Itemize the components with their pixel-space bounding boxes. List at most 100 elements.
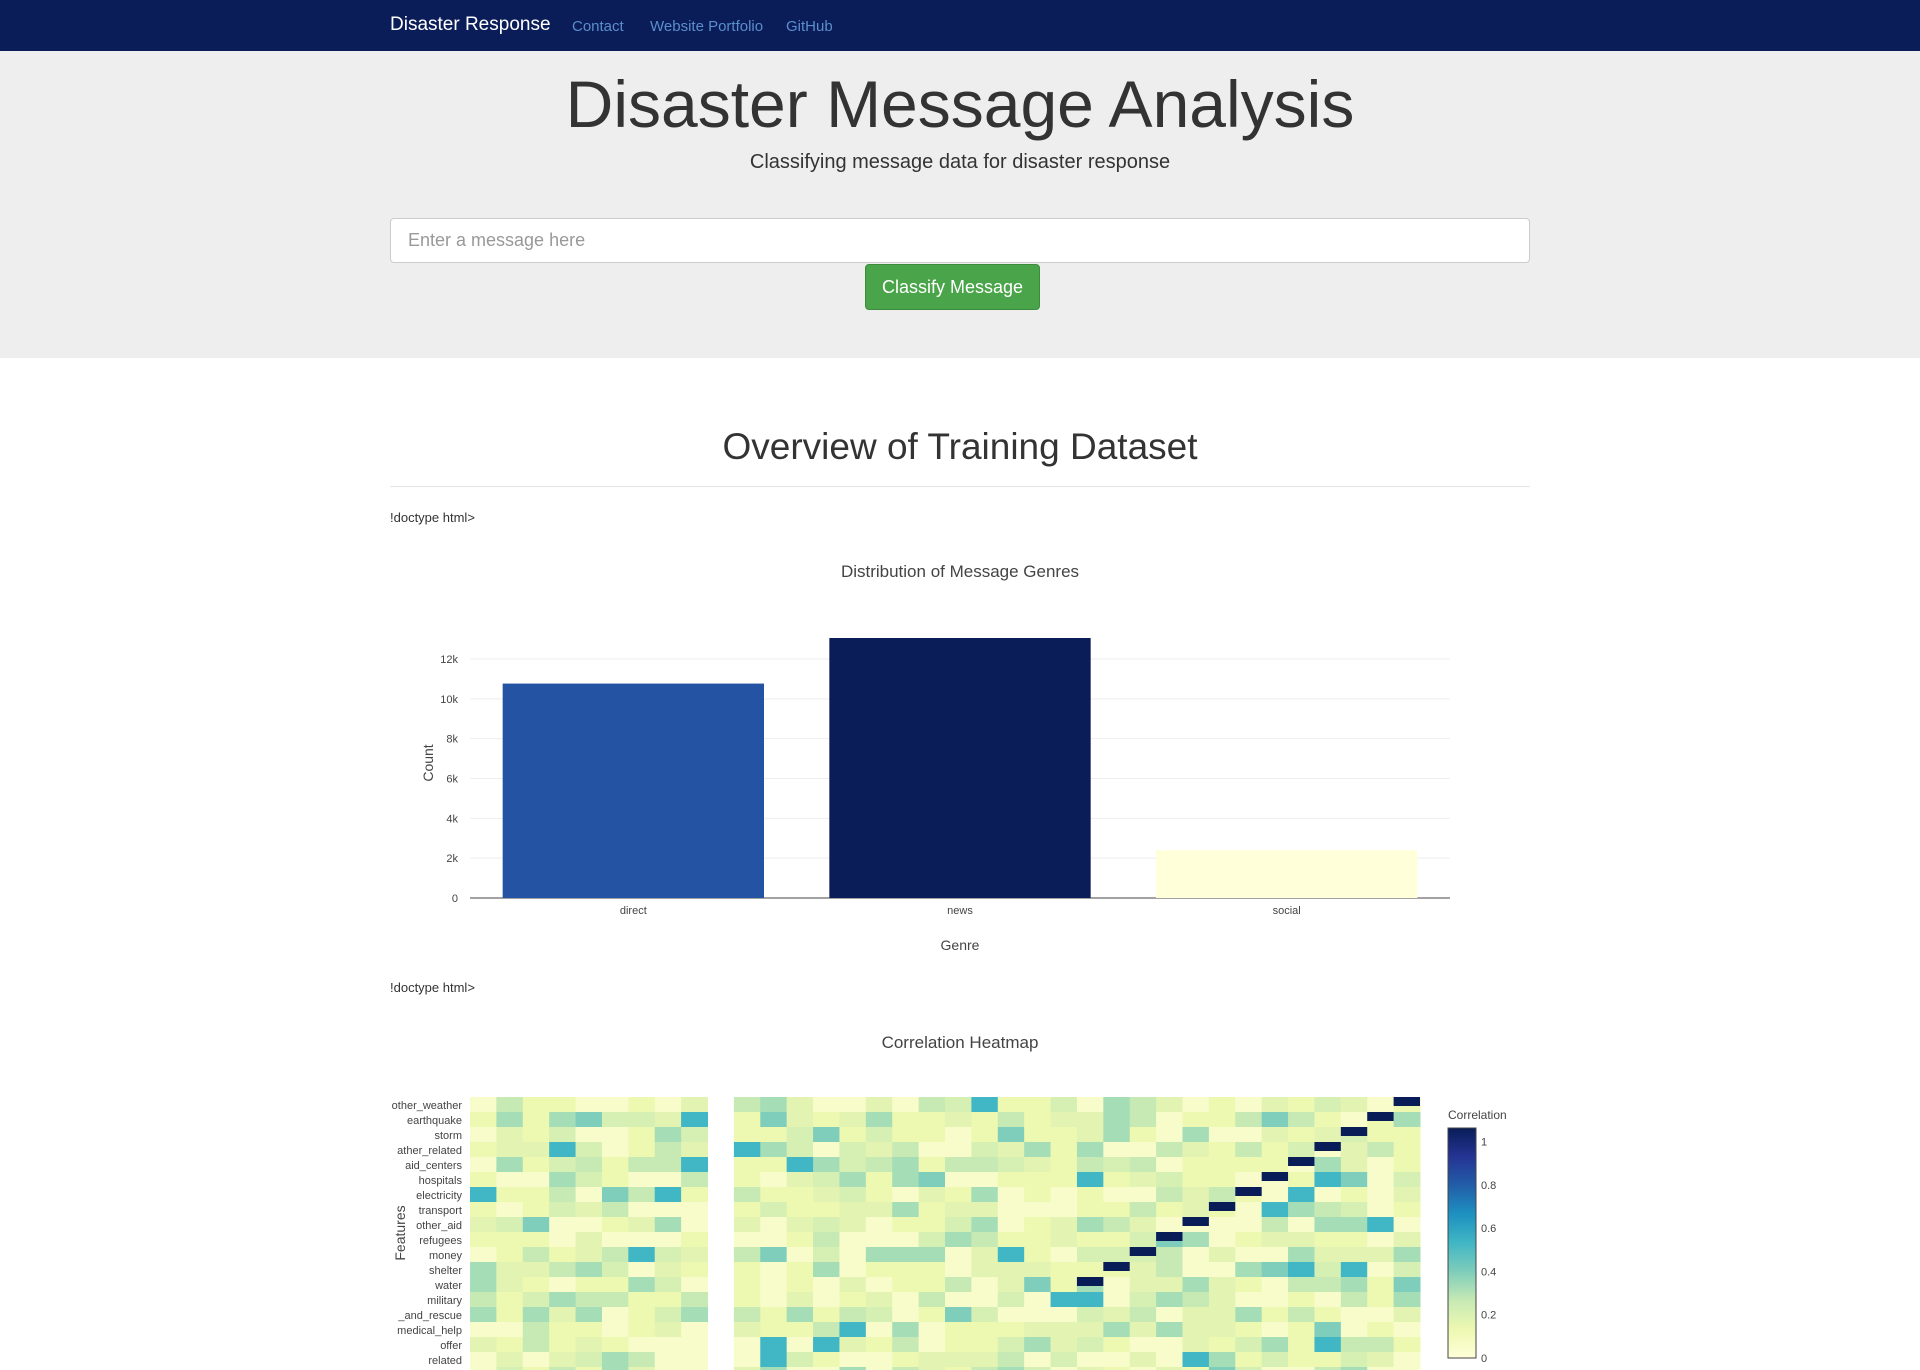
y-tick-label: 12k	[440, 654, 458, 666]
heatmap-cell	[1261, 1112, 1289, 1128]
heatmap-cell	[1129, 1172, 1157, 1188]
message-input[interactable]	[390, 218, 1530, 263]
heatmap-cell	[733, 1292, 761, 1308]
heatmap-cell	[549, 1157, 577, 1173]
heatmap-cell	[1393, 1262, 1421, 1278]
heatmap-diagonal-cell	[1261, 1172, 1289, 1181]
heatmap-cell	[786, 1142, 814, 1158]
heatmap-cell	[549, 1367, 577, 1370]
bar-direct	[502, 683, 764, 898]
heatmap-cell	[945, 1217, 972, 1233]
heatmap-cell	[1076, 1352, 1104, 1368]
heatmap-cell	[1024, 1262, 1052, 1278]
genre-bar-chart: Distribution of Message Genres Count Gen…	[420, 562, 1450, 953]
heatmap-cell	[575, 1187, 603, 1203]
heatmap-cell	[1208, 1142, 1236, 1158]
heatmap-cell	[601, 1097, 629, 1113]
heatmap-cell	[892, 1097, 920, 1113]
heatmap-cell	[681, 1097, 708, 1113]
heatmap-cell	[1156, 1307, 1183, 1323]
heatmap-cell	[470, 1292, 497, 1308]
heatmap-cell	[628, 1112, 656, 1128]
heatmap-cell	[681, 1352, 708, 1368]
heatmap-cell	[733, 1187, 761, 1203]
heatmap-diagonal-cell	[1367, 1112, 1394, 1121]
heatmap-cell	[1340, 1322, 1368, 1338]
heatmap-cell	[839, 1142, 867, 1158]
brand-link[interactable]: Disaster Response	[390, 14, 551, 35]
heatmap-cell	[813, 1367, 840, 1370]
heatmap-cell	[575, 1247, 603, 1263]
heatmap-cell	[1182, 1367, 1210, 1370]
heatmap-cell	[1235, 1337, 1263, 1353]
heatmap-cell	[1103, 1292, 1131, 1308]
heatmap-cell	[865, 1322, 893, 1338]
heatmap-cell	[1129, 1097, 1157, 1113]
nav-link-website-portfolio[interactable]: Website Portfolio	[650, 18, 764, 35]
heatmap-cell	[1261, 1367, 1289, 1370]
heatmap-cell	[786, 1232, 814, 1248]
heatmap-cell	[522, 1337, 550, 1353]
heatmap-cell	[1340, 1097, 1368, 1113]
heatmap-cell	[1050, 1157, 1078, 1173]
heatmap-cell	[971, 1337, 999, 1353]
heatmap-cell	[1235, 1217, 1263, 1233]
heatmap-cell	[1129, 1352, 1157, 1368]
heatmap-cell	[1235, 1172, 1263, 1188]
heatmap-cell	[601, 1157, 629, 1173]
heatmap-cell	[865, 1262, 893, 1278]
heatmap-cell	[1208, 1157, 1236, 1173]
heatmap-cell	[628, 1097, 656, 1113]
heatmap-cell	[733, 1322, 761, 1338]
heatmap-cell	[1235, 1127, 1263, 1143]
heatmap-cell	[1235, 1202, 1263, 1218]
nav-link-contact[interactable]: Contact	[572, 18, 624, 35]
heatmap-cell	[1129, 1322, 1157, 1338]
heatmap-cell	[971, 1322, 999, 1338]
heatmap-cell	[1103, 1232, 1131, 1248]
heatmap-cell	[1393, 1367, 1421, 1370]
heatmap-cell	[1235, 1097, 1263, 1113]
heatmap-cell	[1367, 1187, 1395, 1203]
heatmap-cell	[997, 1127, 1025, 1143]
heatmap-cell	[1340, 1187, 1368, 1203]
heatmap-cell	[575, 1367, 603, 1370]
heatmap-cell	[681, 1142, 708, 1158]
nav-link-github[interactable]: GitHub	[786, 18, 833, 35]
heatmap-cell	[601, 1277, 629, 1293]
heatmap-cell	[1261, 1097, 1289, 1113]
colorbar-tick-label: 0.6	[1481, 1223, 1496, 1235]
heatmap-cell	[760, 1322, 788, 1338]
heatmap-cell	[1156, 1337, 1183, 1353]
heatmap-y-tick-label: water	[434, 1280, 462, 1292]
heatmap-cell	[654, 1097, 682, 1113]
heatmap-cell	[1024, 1277, 1052, 1293]
heatmap-cell	[839, 1202, 867, 1218]
heatmap-cell	[1208, 1187, 1236, 1203]
classify-message-button[interactable]: Classify Message	[865, 264, 1040, 310]
heatmap-cell	[470, 1277, 497, 1293]
heatmap-cell	[997, 1112, 1025, 1128]
heatmap-cell	[575, 1322, 603, 1338]
heatmap-cell	[496, 1352, 524, 1368]
y-tick-label: 2k	[446, 853, 458, 865]
heatmap-cell	[892, 1247, 920, 1263]
heatmap-cell	[1129, 1277, 1157, 1293]
heatmap-cell	[1156, 1217, 1183, 1233]
heatmap-cell	[1024, 1337, 1052, 1353]
heatmap-cell	[918, 1217, 946, 1233]
heatmap-cell	[549, 1127, 577, 1143]
heatmap-cell	[1076, 1232, 1104, 1248]
heatmap-cell	[681, 1262, 708, 1278]
heatmap-cell	[1103, 1367, 1131, 1370]
heatmap-y-tick-label: storm	[435, 1130, 463, 1142]
heatmap-cell	[1208, 1217, 1236, 1233]
heatmap-cell	[1261, 1217, 1289, 1233]
heatmap-cell	[628, 1127, 656, 1143]
heatmap-cell	[681, 1367, 708, 1370]
heatmap-cell	[1340, 1352, 1368, 1368]
heatmap-y-tick-label: earthquake	[407, 1115, 462, 1127]
heatmap-cell	[839, 1097, 867, 1113]
heatmap-cell	[971, 1097, 999, 1113]
heatmap-cell	[813, 1172, 840, 1188]
